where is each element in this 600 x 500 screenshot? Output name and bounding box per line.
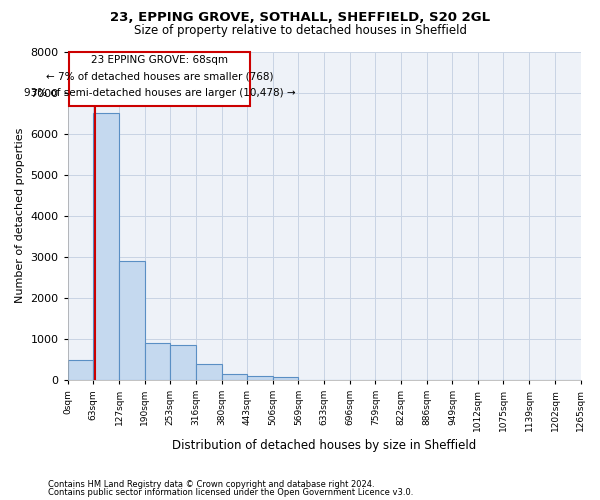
- Bar: [93, 113, 119, 380]
- Text: 23 EPPING GROVE: 68sqm: 23 EPPING GROVE: 68sqm: [91, 56, 228, 66]
- Bar: [145, 343, 170, 380]
- Bar: [170, 345, 196, 380]
- Text: 23, EPPING GROVE, SOTHALL, SHEFFIELD, S20 2GL: 23, EPPING GROVE, SOTHALL, SHEFFIELD, S2…: [110, 11, 490, 24]
- Text: Contains HM Land Registry data © Crown copyright and database right 2024.: Contains HM Land Registry data © Crown c…: [48, 480, 374, 489]
- FancyBboxPatch shape: [68, 52, 250, 106]
- Y-axis label: Number of detached properties: Number of detached properties: [15, 128, 25, 304]
- Text: Size of property relative to detached houses in Sheffield: Size of property relative to detached ho…: [133, 24, 467, 37]
- X-axis label: Distribution of detached houses by size in Sheffield: Distribution of detached houses by size …: [172, 440, 476, 452]
- Bar: [119, 261, 145, 380]
- Bar: [273, 378, 298, 380]
- Bar: [247, 376, 273, 380]
- Bar: [196, 364, 222, 380]
- Text: ← 7% of detached houses are smaller (768): ← 7% of detached houses are smaller (768…: [46, 72, 273, 82]
- Bar: [68, 360, 93, 380]
- Text: Contains public sector information licensed under the Open Government Licence v3: Contains public sector information licen…: [48, 488, 413, 497]
- Text: 93% of semi-detached houses are larger (10,478) →: 93% of semi-detached houses are larger (…: [23, 88, 295, 98]
- Bar: [222, 374, 247, 380]
